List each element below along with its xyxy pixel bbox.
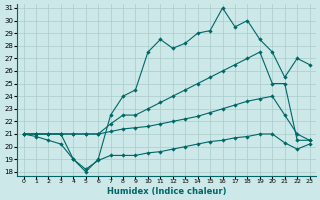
X-axis label: Humidex (Indice chaleur): Humidex (Indice chaleur)	[107, 187, 226, 196]
